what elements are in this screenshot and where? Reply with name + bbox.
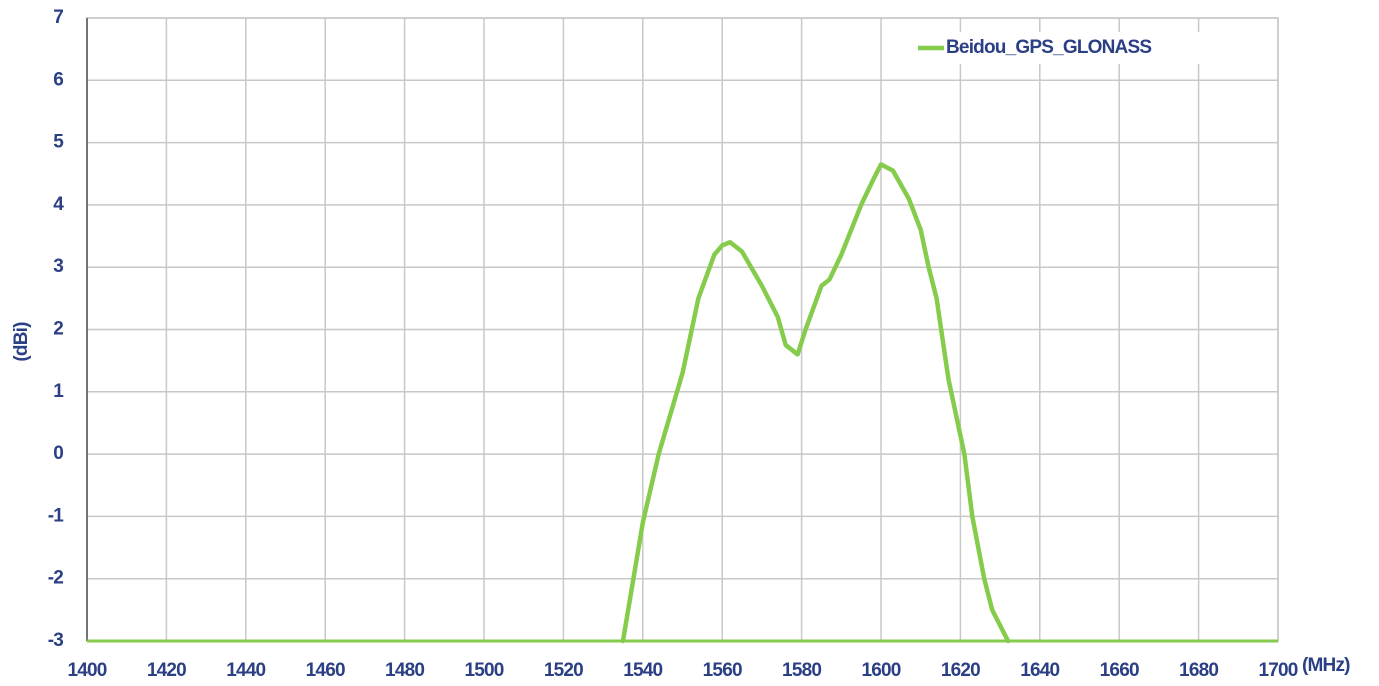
y-tick-label: 0 (53, 443, 63, 464)
x-tick-label: 1540 (623, 660, 662, 681)
data-line (620, 162, 1011, 644)
x-tick-label: 1400 (67, 660, 106, 681)
x-tick-label: 1460 (306, 660, 345, 681)
y-tick-label: 6 (53, 69, 63, 90)
x-tick-label: 1560 (703, 660, 742, 681)
x-tick-label: 1420 (147, 660, 186, 681)
x-tick-label: 1660 (1100, 660, 1139, 681)
x-tick-label: 1480 (385, 660, 424, 681)
x-tick-label: 1580 (782, 660, 821, 681)
x-tick-label: 1640 (1020, 660, 1059, 681)
y-tick-label: 4 (53, 194, 64, 215)
y-tick-label: -1 (48, 505, 65, 526)
x-tick-label: 1520 (544, 660, 583, 681)
x-tick-label: 1620 (941, 660, 980, 681)
y-tick-label: -3 (48, 630, 64, 651)
x-axis-label: (MHz) (1302, 655, 1350, 676)
x-tick-label: 1680 (1179, 660, 1218, 681)
x-tick-label: 1700 (1258, 660, 1297, 681)
legend-label: Beidou_GPS_GLONASS (946, 37, 1151, 58)
x-tick-label: 1600 (861, 660, 900, 681)
x-tick-label: 1440 (226, 660, 265, 681)
legend-bg (908, 32, 1238, 64)
y-tick-label: 7 (53, 7, 63, 28)
y-tick-label: 1 (53, 381, 64, 402)
x-tick-label: 1500 (464, 660, 503, 681)
y-axis-label: (dBi) (11, 322, 32, 362)
y-tick-label: -2 (48, 568, 64, 589)
y-tick-label: 5 (53, 132, 64, 153)
y-tick-label: 3 (53, 256, 63, 277)
y-tick-label: 2 (53, 319, 63, 340)
